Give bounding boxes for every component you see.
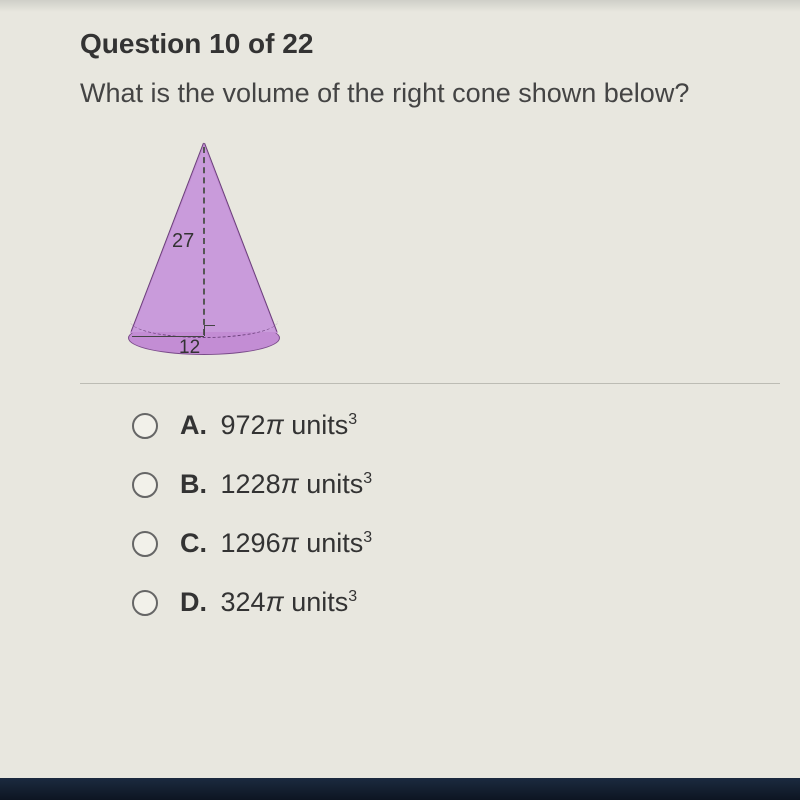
radio-c[interactable] <box>132 531 158 557</box>
choice-d[interactable]: D. 324π units3 <box>132 587 800 618</box>
choice-c[interactable]: C. 1296π units3 <box>132 528 800 559</box>
radius-label: 12 <box>179 337 200 359</box>
choice-a-power: 3 <box>348 411 357 428</box>
right-angle-marker <box>204 325 215 336</box>
choice-a[interactable]: A. 972π units3 <box>132 410 800 441</box>
choice-c-letter: C. <box>180 528 207 558</box>
pi-symbol: π <box>281 469 299 499</box>
choice-c-text: C. 1296π units3 <box>180 528 372 559</box>
choice-b-text: B. 1228π units3 <box>180 469 372 500</box>
choice-b-power: 3 <box>363 470 372 487</box>
answer-choices: A. 972π units3 B. 1228π units3 C. 1296π … <box>80 410 800 618</box>
radio-a[interactable] <box>132 413 158 439</box>
quiz-screen: Question 10 of 22 What is the volume of … <box>0 0 800 800</box>
radio-d[interactable] <box>132 590 158 616</box>
height-dashed-line <box>203 147 205 335</box>
choice-d-text: D. 324π units3 <box>180 587 357 618</box>
choice-c-unit: units <box>306 528 363 558</box>
choice-b-value: 1228 <box>221 469 281 499</box>
pi-symbol: π <box>266 587 284 617</box>
taskbar <box>0 778 800 800</box>
question-text: What is the volume of the right cone sho… <box>80 78 800 109</box>
choice-d-letter: D. <box>180 587 207 617</box>
pi-symbol: π <box>281 528 299 558</box>
choice-a-letter: A. <box>180 410 207 440</box>
choice-d-unit: units <box>291 587 348 617</box>
choice-b-letter: B. <box>180 469 207 499</box>
choice-a-text: A. 972π units3 <box>180 410 357 441</box>
cone-diagram: 27 12 <box>104 135 304 365</box>
radio-b[interactable] <box>132 472 158 498</box>
choice-b-unit: units <box>306 469 363 499</box>
question-title: Question 10 of 22 <box>80 28 800 60</box>
pi-symbol: π <box>266 410 284 440</box>
height-label: 27 <box>172 230 194 253</box>
choice-b[interactable]: B. 1228π units3 <box>132 469 800 500</box>
choice-a-unit: units <box>291 410 348 440</box>
choice-a-value: 972 <box>221 410 266 440</box>
choice-c-power: 3 <box>363 529 372 546</box>
choice-c-value: 1296 <box>221 528 281 558</box>
choice-d-value: 324 <box>221 587 266 617</box>
choice-d-power: 3 <box>348 588 357 605</box>
section-divider <box>80 383 780 384</box>
